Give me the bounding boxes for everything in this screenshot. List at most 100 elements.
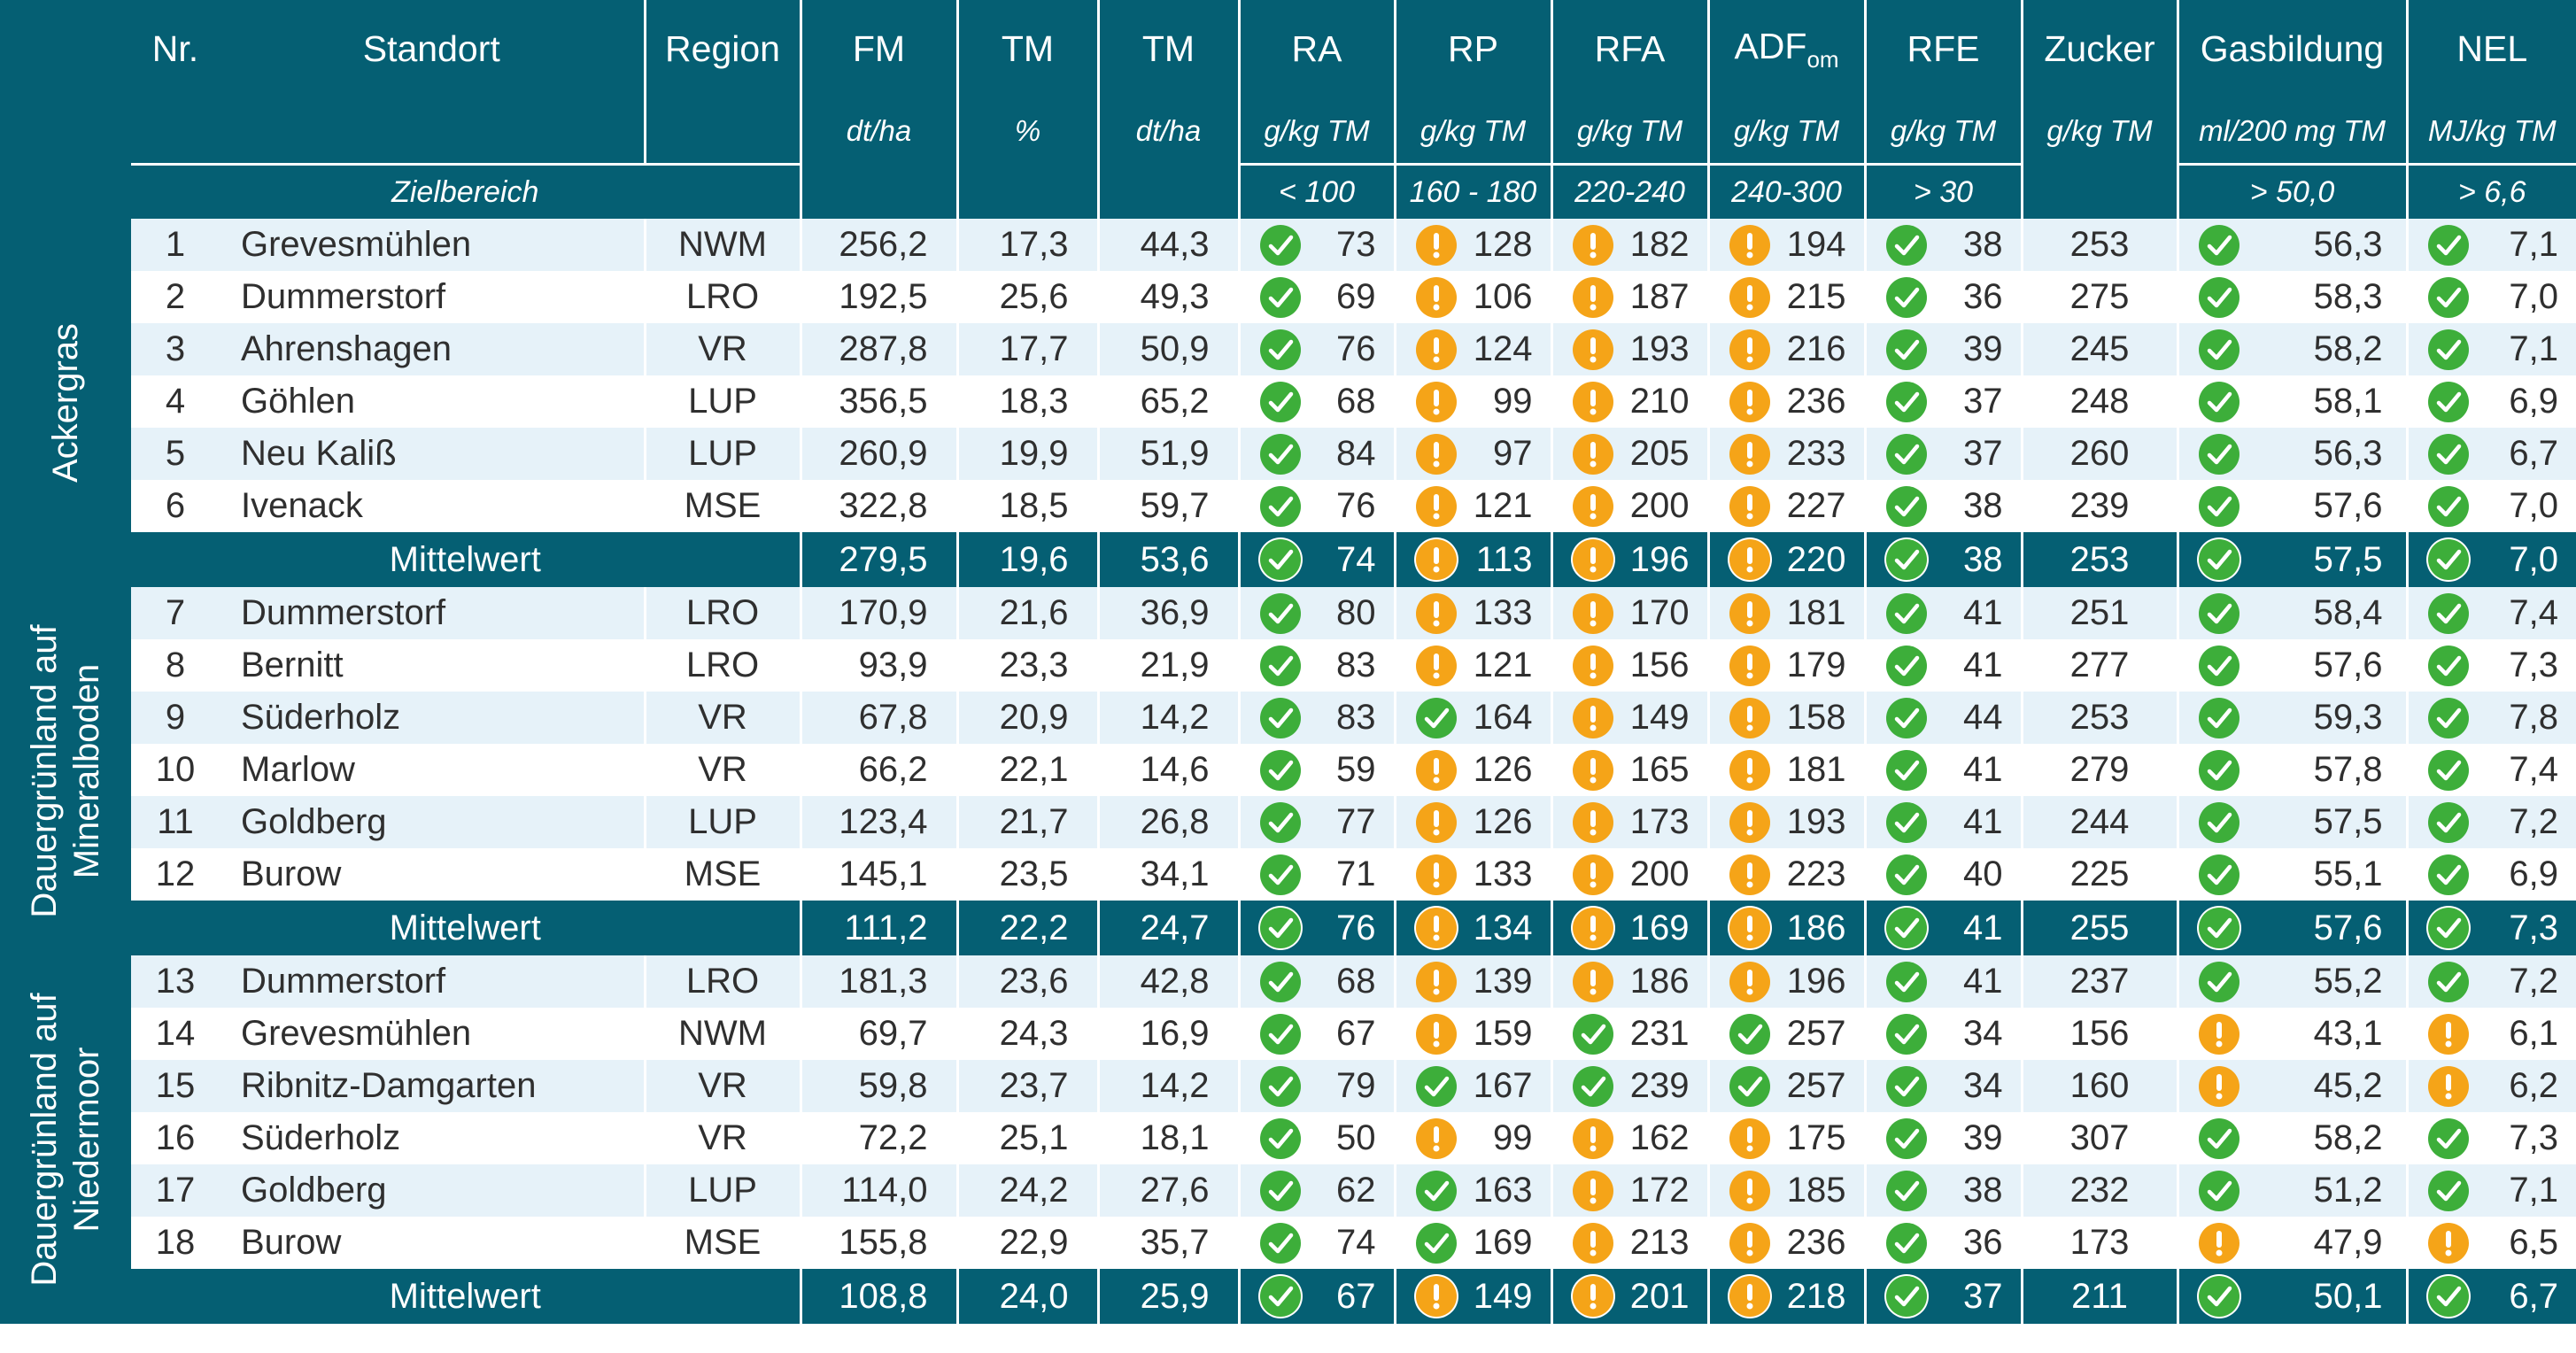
check-icon — [2198, 433, 2239, 475]
group-label: Dauergrünland auf Niedermoor — [0, 955, 131, 1324]
group-label: Ackergras — [0, 219, 131, 587]
group-label-line: Mineralboden — [67, 663, 106, 879]
cell-rp-value: 159 — [1473, 1014, 1533, 1053]
cell-fm: 356,5 — [799, 375, 957, 428]
cell-rp: 113 — [1393, 532, 1551, 587]
mean-row: Mittelwert 108,8 24,0 25,9 67 149 201 218 37 211 5… — [0, 1269, 2576, 1324]
cell-region: LRO — [643, 587, 801, 639]
exclamation-icon — [1572, 749, 1613, 791]
table-row: Dauergrünland auf Mineralboden 7 Dummerstor… — [0, 587, 2576, 955]
cell-ra: 80 — [1237, 587, 1395, 639]
check-icon — [1885, 276, 1927, 318]
cell-rfe-value: 40 — [1963, 854, 2003, 893]
cell-rp: 106 — [1393, 271, 1551, 323]
check-icon — [2198, 961, 2239, 1002]
cell-ra: 74 — [1237, 1217, 1395, 1269]
target-nel: > 6,6 — [2405, 164, 2576, 219]
target-range-row: Zielbereich < 100 160 - 180 220-240 240-… — [0, 164, 2576, 219]
cell-gasbildung-value: 57,6 — [2313, 486, 2383, 525]
cell-tm-percent: 19,6 — [955, 532, 1098, 587]
cell-nel: 6,1 — [2405, 1008, 2576, 1060]
cell-adf-value: 186 — [1786, 908, 1846, 947]
cell-rp-value: 163 — [1473, 1171, 1533, 1210]
cell-nel-value: 7,1 — [2509, 1171, 2558, 1210]
cell-rfe: 41 — [1863, 796, 2022, 848]
cell-nel: 7,1 — [2405, 1164, 2576, 1217]
cell-rfe-value: 39 — [1963, 329, 2003, 368]
check-icon — [1885, 908, 1927, 948]
cell-rfe: 41 — [1863, 955, 2022, 1008]
cell-ra: 68 — [1237, 375, 1395, 428]
cell-adf: 227 — [1706, 480, 1865, 532]
group-label-line: Dauergrünland auf — [25, 624, 64, 918]
cell-rp-value: 99 — [1493, 1118, 1533, 1157]
target-rfe: > 30 — [1863, 164, 2022, 219]
check-icon — [2427, 539, 2469, 580]
cell-tm-percent: 22,9 — [955, 1217, 1098, 1269]
cell-ra-value: 83 — [1336, 646, 1376, 684]
cell-zucker: 275 — [2020, 271, 2178, 323]
cell-tm-dtha: 34,1 — [1096, 848, 1239, 901]
cell-zucker: 239 — [2020, 480, 2178, 532]
cell-rfa-value: 169 — [1629, 908, 1690, 947]
cell-nel: 7,4 — [2405, 744, 2576, 796]
table-row: 9 Süderholz VR 67,8 20,9 14,2 83 164 149 158 44 253… — [0, 692, 2576, 744]
exclamation-icon — [2198, 1065, 2239, 1107]
check-icon — [1885, 1013, 1927, 1055]
cell-nel: 7,8 — [2405, 692, 2576, 744]
cell-tm-percent: 24,3 — [955, 1008, 1098, 1060]
cell-nr: 11 — [131, 796, 220, 848]
cell-nel-value: 7,0 — [2509, 539, 2558, 579]
cell-rfe: 39 — [1863, 323, 2022, 375]
check-icon — [1572, 1013, 1613, 1055]
cell-gasbildung: 57,5 — [2176, 796, 2407, 848]
cell-standort: Burow — [220, 848, 645, 901]
check-icon — [1415, 1222, 1457, 1264]
col-header-adf: ADFom — [1706, 0, 1865, 98]
exclamation-icon — [1415, 749, 1457, 791]
cell-rfa-value: 231 — [1629, 1014, 1690, 1053]
cell-fm: 66,2 — [799, 744, 957, 796]
cell-rfa: 149 — [1550, 692, 1708, 744]
cell-tm-percent: 23,7 — [955, 1060, 1098, 1112]
mean-label: Mittelwert — [131, 1269, 801, 1324]
cell-gasbildung-value: 57,5 — [2313, 802, 2383, 841]
target-rfa: 220-240 — [1550, 164, 1708, 219]
check-icon — [1885, 485, 1927, 527]
check-icon — [2427, 485, 2469, 527]
cell-rfe-value: 38 — [1963, 486, 2003, 525]
cell-zucker: 156 — [2020, 1008, 2178, 1060]
exclamation-icon — [1572, 1222, 1613, 1264]
col-header-standort: Standort — [220, 0, 645, 98]
cell-rfa-value: 201 — [1629, 1276, 1690, 1316]
cell-nr: 2 — [131, 271, 220, 323]
check-icon — [1259, 276, 1301, 318]
cell-tm-percent: 18,5 — [955, 480, 1098, 532]
cell-ra-value: 83 — [1336, 698, 1376, 737]
table-row: 3 Ahrenshagen VR 287,8 17,7 50,9 76 124 193 216 39… — [0, 323, 2576, 375]
cell-standort: Bernitt — [220, 639, 645, 692]
cell-rfa: 173 — [1550, 796, 1708, 848]
cell-rfa-value: 200 — [1629, 486, 1690, 525]
table-row: Ackergras 1 Grevesmühlen NWM 256,2 17,3 44,3 73… — [0, 219, 2576, 587]
cell-rfa-value: 172 — [1629, 1171, 1690, 1210]
cell-adf-value: 233 — [1786, 434, 1846, 473]
cell-gasbildung: 57,6 — [2176, 480, 2407, 532]
check-icon — [2198, 1276, 2239, 1317]
cell-region: LUP — [643, 796, 801, 848]
cell-adf-value: 181 — [1786, 593, 1846, 632]
cell-rp: 124 — [1393, 323, 1551, 375]
check-icon — [2427, 801, 2469, 843]
table-row: 11 Goldberg LUP 123,4 21,7 26,8 77 126 173 193 41 2… — [0, 796, 2576, 848]
cell-nr: 16 — [131, 1112, 220, 1164]
table-row: 8 Bernitt LRO 93,9 23,3 21,9 83 121 156 179 41 277 5… — [0, 639, 2576, 692]
cell-rfa: 172 — [1550, 1164, 1708, 1217]
cell-gasbildung-value: 57,5 — [2313, 539, 2383, 579]
cell-gasbildung-value: 43,1 — [2313, 1014, 2383, 1053]
exclamation-icon — [1572, 592, 1613, 634]
cell-adf-value: 181 — [1786, 750, 1846, 789]
cell-fm: 114,0 — [799, 1164, 957, 1217]
cell-zucker: 251 — [2020, 587, 2178, 639]
group-label: Dauergrünland auf Mineralboden — [0, 587, 131, 955]
cell-adf-value: 257 — [1786, 1066, 1846, 1105]
